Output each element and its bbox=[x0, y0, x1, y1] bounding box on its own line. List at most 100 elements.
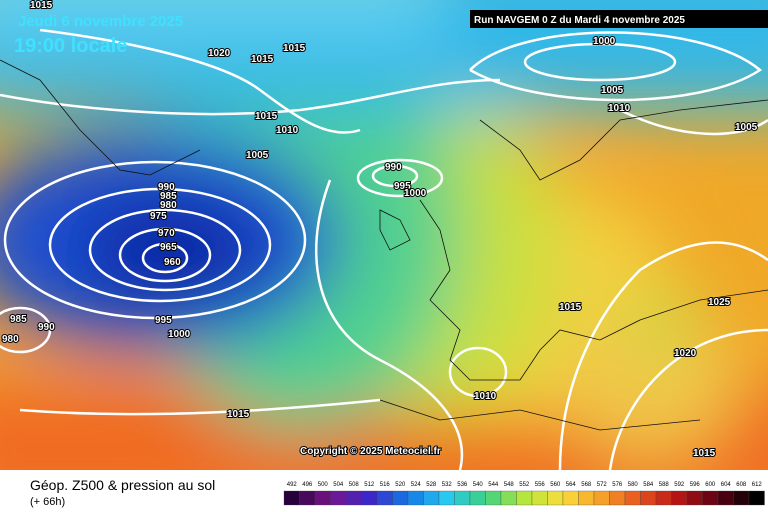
legend-value: 588 bbox=[659, 482, 670, 488]
isobar-label: 990 bbox=[385, 162, 402, 173]
isobar-label: 1020 bbox=[208, 48, 231, 59]
legend-swatch bbox=[702, 490, 719, 506]
isobar-label: 985 bbox=[160, 191, 177, 202]
isobar-label: 1020 bbox=[674, 348, 697, 359]
legend-value: 524 bbox=[411, 482, 422, 488]
isobar-label: 1000 bbox=[168, 329, 191, 340]
legend-value: 604 bbox=[721, 482, 732, 488]
legend-value: 608 bbox=[736, 482, 747, 488]
legend-value: 612 bbox=[752, 482, 763, 488]
legend-value: 496 bbox=[302, 482, 313, 488]
legend-swatch bbox=[438, 490, 455, 506]
legend-swatch bbox=[392, 490, 409, 506]
isobar-label: 1025 bbox=[708, 297, 731, 308]
legend-swatch bbox=[299, 490, 316, 506]
footer-lead: (+ 66h) bbox=[30, 496, 65, 508]
legend-value: 584 bbox=[643, 482, 654, 488]
legend-swatch bbox=[314, 490, 331, 506]
isobar-label: 980 bbox=[160, 200, 177, 211]
run-box bbox=[470, 10, 768, 28]
legend-swatch bbox=[748, 490, 765, 506]
isobar-label: 1010 bbox=[608, 103, 631, 114]
isobar-label: 960 bbox=[164, 257, 181, 268]
legend-swatch bbox=[361, 490, 378, 506]
legend-value: 544 bbox=[488, 482, 499, 488]
isobar-label: 1015 bbox=[251, 54, 274, 65]
legend-value: 552 bbox=[519, 482, 530, 488]
legend-swatch bbox=[376, 490, 393, 506]
legend-swatch bbox=[686, 490, 703, 506]
legend-swatch bbox=[454, 490, 471, 506]
legend-value: 572 bbox=[597, 482, 608, 488]
isobar-label: 1000 bbox=[593, 36, 616, 47]
legend-swatch bbox=[283, 490, 300, 506]
legend-swatch bbox=[547, 490, 564, 506]
coastlines bbox=[0, 59, 768, 431]
isobar-label: 990 bbox=[158, 182, 175, 193]
legend-value: 564 bbox=[566, 482, 577, 488]
legend-swatch bbox=[500, 490, 517, 506]
isobar-label: 1015 bbox=[559, 302, 582, 313]
legend: 492 496 500 504 508 512 516 520 524 528 532 536 540 5… bbox=[283, 482, 765, 506]
legend-swatch bbox=[516, 490, 533, 506]
isobar-label: 1015 bbox=[283, 43, 306, 54]
legend-swatch bbox=[531, 490, 548, 506]
isobar-label: 990 bbox=[38, 322, 55, 333]
isobar-label: 970 bbox=[158, 228, 175, 239]
isobar-label: 1005 bbox=[601, 85, 624, 96]
isobars bbox=[0, 28, 768, 470]
isobar-label: 1000 bbox=[404, 188, 427, 199]
legend-value: 576 bbox=[612, 482, 623, 488]
legend-value: 548 bbox=[504, 482, 515, 488]
legend-swatch bbox=[330, 490, 347, 506]
legend-swatch bbox=[593, 490, 610, 506]
legend-swatch bbox=[423, 490, 440, 506]
legend-value: 540 bbox=[473, 482, 484, 488]
legend-swatch bbox=[485, 490, 502, 506]
legend-value: 592 bbox=[674, 482, 685, 488]
legend-value: 516 bbox=[380, 482, 391, 488]
isobar-label: 1015 bbox=[693, 448, 716, 459]
legend-value: 532 bbox=[442, 482, 453, 488]
isobar-label: 975 bbox=[150, 211, 167, 222]
legend-swatch bbox=[562, 490, 579, 506]
legend-swatch bbox=[733, 490, 750, 506]
legend-swatch bbox=[578, 490, 595, 506]
isobar-label: 980 bbox=[2, 334, 19, 345]
date: Jeudi 6 novembre 2025 bbox=[18, 13, 183, 30]
legend-swatch bbox=[717, 490, 734, 506]
legend-value: 492 bbox=[287, 482, 298, 488]
legend-swatch bbox=[640, 490, 657, 506]
isobar-label: 995 bbox=[155, 315, 172, 326]
legend-swatch bbox=[655, 490, 672, 506]
legend-value: 520 bbox=[395, 482, 406, 488]
copyright: Copyright © 2025 Meteociel.fr bbox=[300, 446, 441, 457]
legend-value: 556 bbox=[535, 482, 546, 488]
legend-value: 536 bbox=[457, 482, 468, 488]
isobar-label: 1015 bbox=[255, 111, 278, 122]
legend-value: 600 bbox=[705, 482, 716, 488]
legend-value: 580 bbox=[628, 482, 639, 488]
legend-swatch bbox=[624, 490, 641, 506]
isobar-label: 1015 bbox=[30, 0, 53, 11]
isobar-label: 1005 bbox=[246, 150, 269, 161]
legend-value: 512 bbox=[364, 482, 375, 488]
footer-title: Géop. Z500 & pression au sol bbox=[30, 477, 215, 493]
legend-value: 528 bbox=[426, 482, 437, 488]
time: 19:00 locale bbox=[14, 35, 127, 57]
legend-swatch bbox=[345, 490, 362, 506]
isobar-label: 1005 bbox=[735, 122, 758, 133]
legend-value: 500 bbox=[318, 482, 329, 488]
legend-value: 596 bbox=[690, 482, 701, 488]
isobar-label: 985 bbox=[10, 314, 27, 325]
isobar-label: 965 bbox=[160, 242, 177, 253]
legend-swatch bbox=[407, 490, 424, 506]
legend-swatch bbox=[671, 490, 688, 506]
legend-swatch bbox=[469, 490, 486, 506]
legend-value: 560 bbox=[550, 482, 561, 488]
legend-value: 568 bbox=[581, 482, 592, 488]
isobar-label: 1010 bbox=[276, 125, 299, 136]
